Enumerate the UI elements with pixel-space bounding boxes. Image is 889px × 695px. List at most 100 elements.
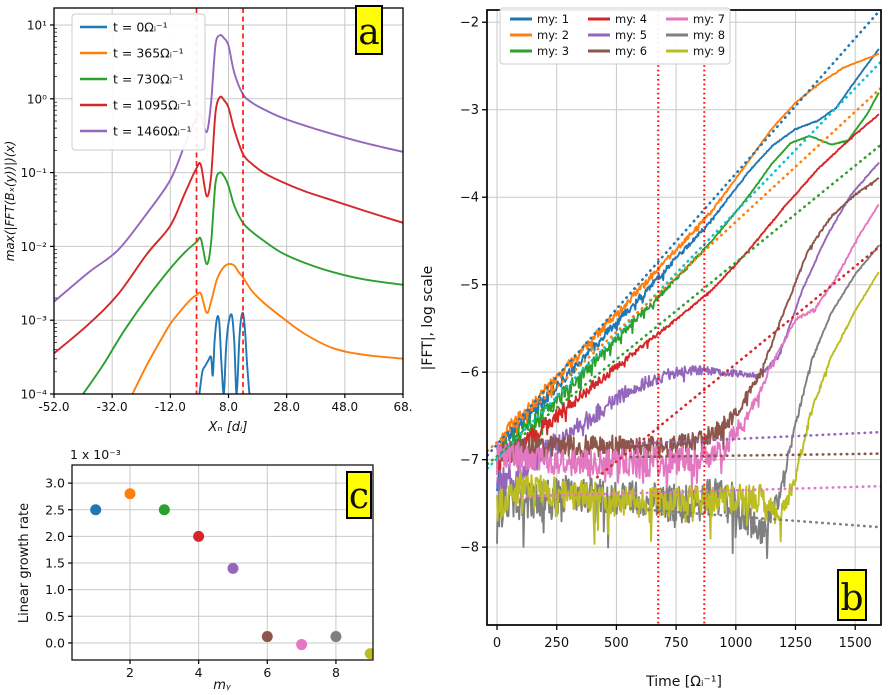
x-tick-label: -12.0: [155, 400, 186, 414]
legend-label: t = 1095Ωᵢ⁻¹: [113, 98, 192, 113]
series-t=0: [198, 311, 251, 394]
panel-b-xlabel: Time [Ωᵢ⁻¹]: [645, 674, 722, 690]
panel-letter-text: b: [840, 578, 863, 619]
x-tick-label: 0: [493, 636, 501, 651]
y-tick-label: 10⁻⁴: [21, 388, 48, 402]
y-tick-label: 1.5: [45, 556, 65, 571]
legend-label: my: 9: [693, 44, 725, 58]
panel-letter-text: a: [358, 12, 379, 53]
y-tick-label: 10¹: [27, 18, 47, 32]
y-tick-label: −6: [460, 366, 479, 381]
y-tick-label: 10⁰: [27, 92, 47, 106]
series-my1: [496, 48, 880, 492]
panel-letter-c: c: [346, 471, 372, 519]
fit-my-5: [629, 430, 881, 446]
y-tick-label: 1.0: [45, 582, 65, 597]
series-my6: [496, 177, 880, 482]
panel-letter-a: a: [355, 5, 383, 55]
plot-border: [53, 7, 404, 395]
x-tick-label: 250: [544, 636, 569, 651]
series-my7: [496, 203, 880, 502]
legend-label: my: 6: [615, 44, 647, 58]
growth-rate-point-my-6: [261, 631, 273, 643]
x-tick-label: 8: [332, 665, 340, 680]
panel-a: -52.0 -32.0 -12.0 8.0 28.0 48.0 68. 10¹ 10⁰ 10⁻¹ 1…: [3, 5, 413, 435]
series-t=730: [82, 171, 403, 394]
legend-label: t = 365Ωᵢ⁻¹: [113, 46, 184, 61]
y-tick-label: 2.0: [45, 529, 65, 544]
y-tick-label: 3.0: [45, 476, 65, 491]
panel-c-ylabel: Linear growth rate: [17, 503, 32, 623]
fit-my-7: [519, 484, 881, 498]
y-tick-label: −3: [460, 103, 479, 118]
x-tick-label: -32.0: [97, 400, 128, 414]
x-tick-label: 1000: [719, 636, 752, 651]
x-tick-label: 4: [195, 665, 203, 680]
growth-rate-point-my-4: [193, 530, 205, 542]
x-tick-label: -52.0: [38, 400, 69, 414]
series-my3: [496, 92, 880, 469]
plot-border: [71, 464, 374, 661]
y-tick-label: 0.0: [45, 635, 65, 650]
panel-a-xlabel: Xₙ [dᵢ]: [208, 420, 248, 435]
growth-rate-point-my-7: [296, 639, 308, 651]
y-tick-label: 0.5: [45, 609, 65, 624]
legend-label: my: 3: [537, 44, 569, 58]
y-tick-label: 10⁻²: [21, 240, 48, 254]
growth-rate-point-my-1: [90, 504, 102, 516]
fit-my-3: [487, 143, 881, 466]
panel-c: 2 4 6 8 0.0 0.5 1.0 1.5 2.0 2.5 3.0 c 1 x 10⁻³ mᵧ L…: [17, 447, 374, 693]
x-tick-label: 500: [604, 636, 629, 651]
plot-border: [486, 9, 882, 626]
legend-label: my: 4: [615, 12, 647, 26]
legend-label: my: 7: [693, 12, 725, 26]
series-my2: [496, 52, 880, 472]
fit-my-1: [487, 10, 881, 457]
legend-label: my: 2: [537, 28, 569, 42]
panel-b-ylabel: |FFT|, log scale: [420, 266, 436, 371]
legend-label: t = 0Ωᵢ⁻¹: [113, 20, 168, 35]
growth-rate-point-my-5: [227, 562, 239, 574]
x-tick-label: 28.0: [273, 400, 300, 414]
legend-b: my: 1 my: 2 my: 3 my: 4 my: 5 my: 6 my: 7 my: 8…: [499, 7, 731, 65]
legend-label: t = 1460Ωᵢ⁻¹: [113, 124, 192, 139]
series-my4: [496, 113, 880, 483]
panel-c-offset-label: 1 x 10⁻³: [70, 447, 121, 462]
panel-b: 0 250 500 750 1000 1250 1500 −2 −3 −4 −5 −6 −7 −8 my: …: [420, 7, 882, 690]
panel-c-xlabel: mᵧ: [213, 678, 232, 693]
y-tick-label: −7: [460, 453, 479, 468]
fit-my-8: [629, 507, 881, 529]
y-tick-label: −8: [460, 541, 479, 556]
series-t=365: [131, 262, 403, 394]
legend-a: t = 0Ωᵢ⁻¹ t = 365Ωᵢ⁻¹ t = 730Ωᵢ⁻¹ t = 1095Ω…: [71, 13, 206, 151]
legend-label: my: 1: [537, 12, 569, 26]
series-t=1460: [54, 34, 403, 303]
x-tick-label: 1250: [779, 636, 812, 651]
x-tick-label: 48.0: [331, 400, 358, 414]
panel-letter-b: b: [837, 569, 867, 621]
fit-my-6: [629, 452, 881, 459]
growth-rate-point-my-3: [158, 504, 170, 516]
legend-label: t = 730Ωᵢ⁻¹: [113, 72, 184, 87]
growth-rate-point-my-2: [124, 488, 136, 500]
y-tick-label: −2: [460, 16, 479, 31]
y-tick-label: −5: [460, 278, 479, 293]
x-tick-label: 8.0: [219, 400, 238, 414]
growth-rate-point-my-8: [330, 631, 342, 643]
y-tick-label: 10⁻³: [21, 314, 48, 328]
growth-rate-point-my-9: [364, 648, 373, 660]
x-tick-label: 68.: [393, 400, 412, 414]
x-tick-label: 2: [126, 665, 134, 680]
fit-my-4: [596, 244, 881, 479]
panel-a-ylabel: max(|FFT(Bₓ(y))|)(x): [3, 141, 17, 262]
series-t=1095: [54, 95, 403, 355]
x-tick-label: 1500: [839, 636, 872, 651]
y-tick-label: 2.5: [45, 502, 65, 517]
x-tick-label: 750: [664, 636, 689, 651]
panel-letter-text: c: [349, 476, 369, 517]
x-tick-label: 6: [263, 665, 271, 680]
series-my9: [496, 271, 880, 545]
legend-label: my: 8: [693, 28, 725, 42]
y-tick-label: 10⁻¹: [21, 166, 48, 180]
